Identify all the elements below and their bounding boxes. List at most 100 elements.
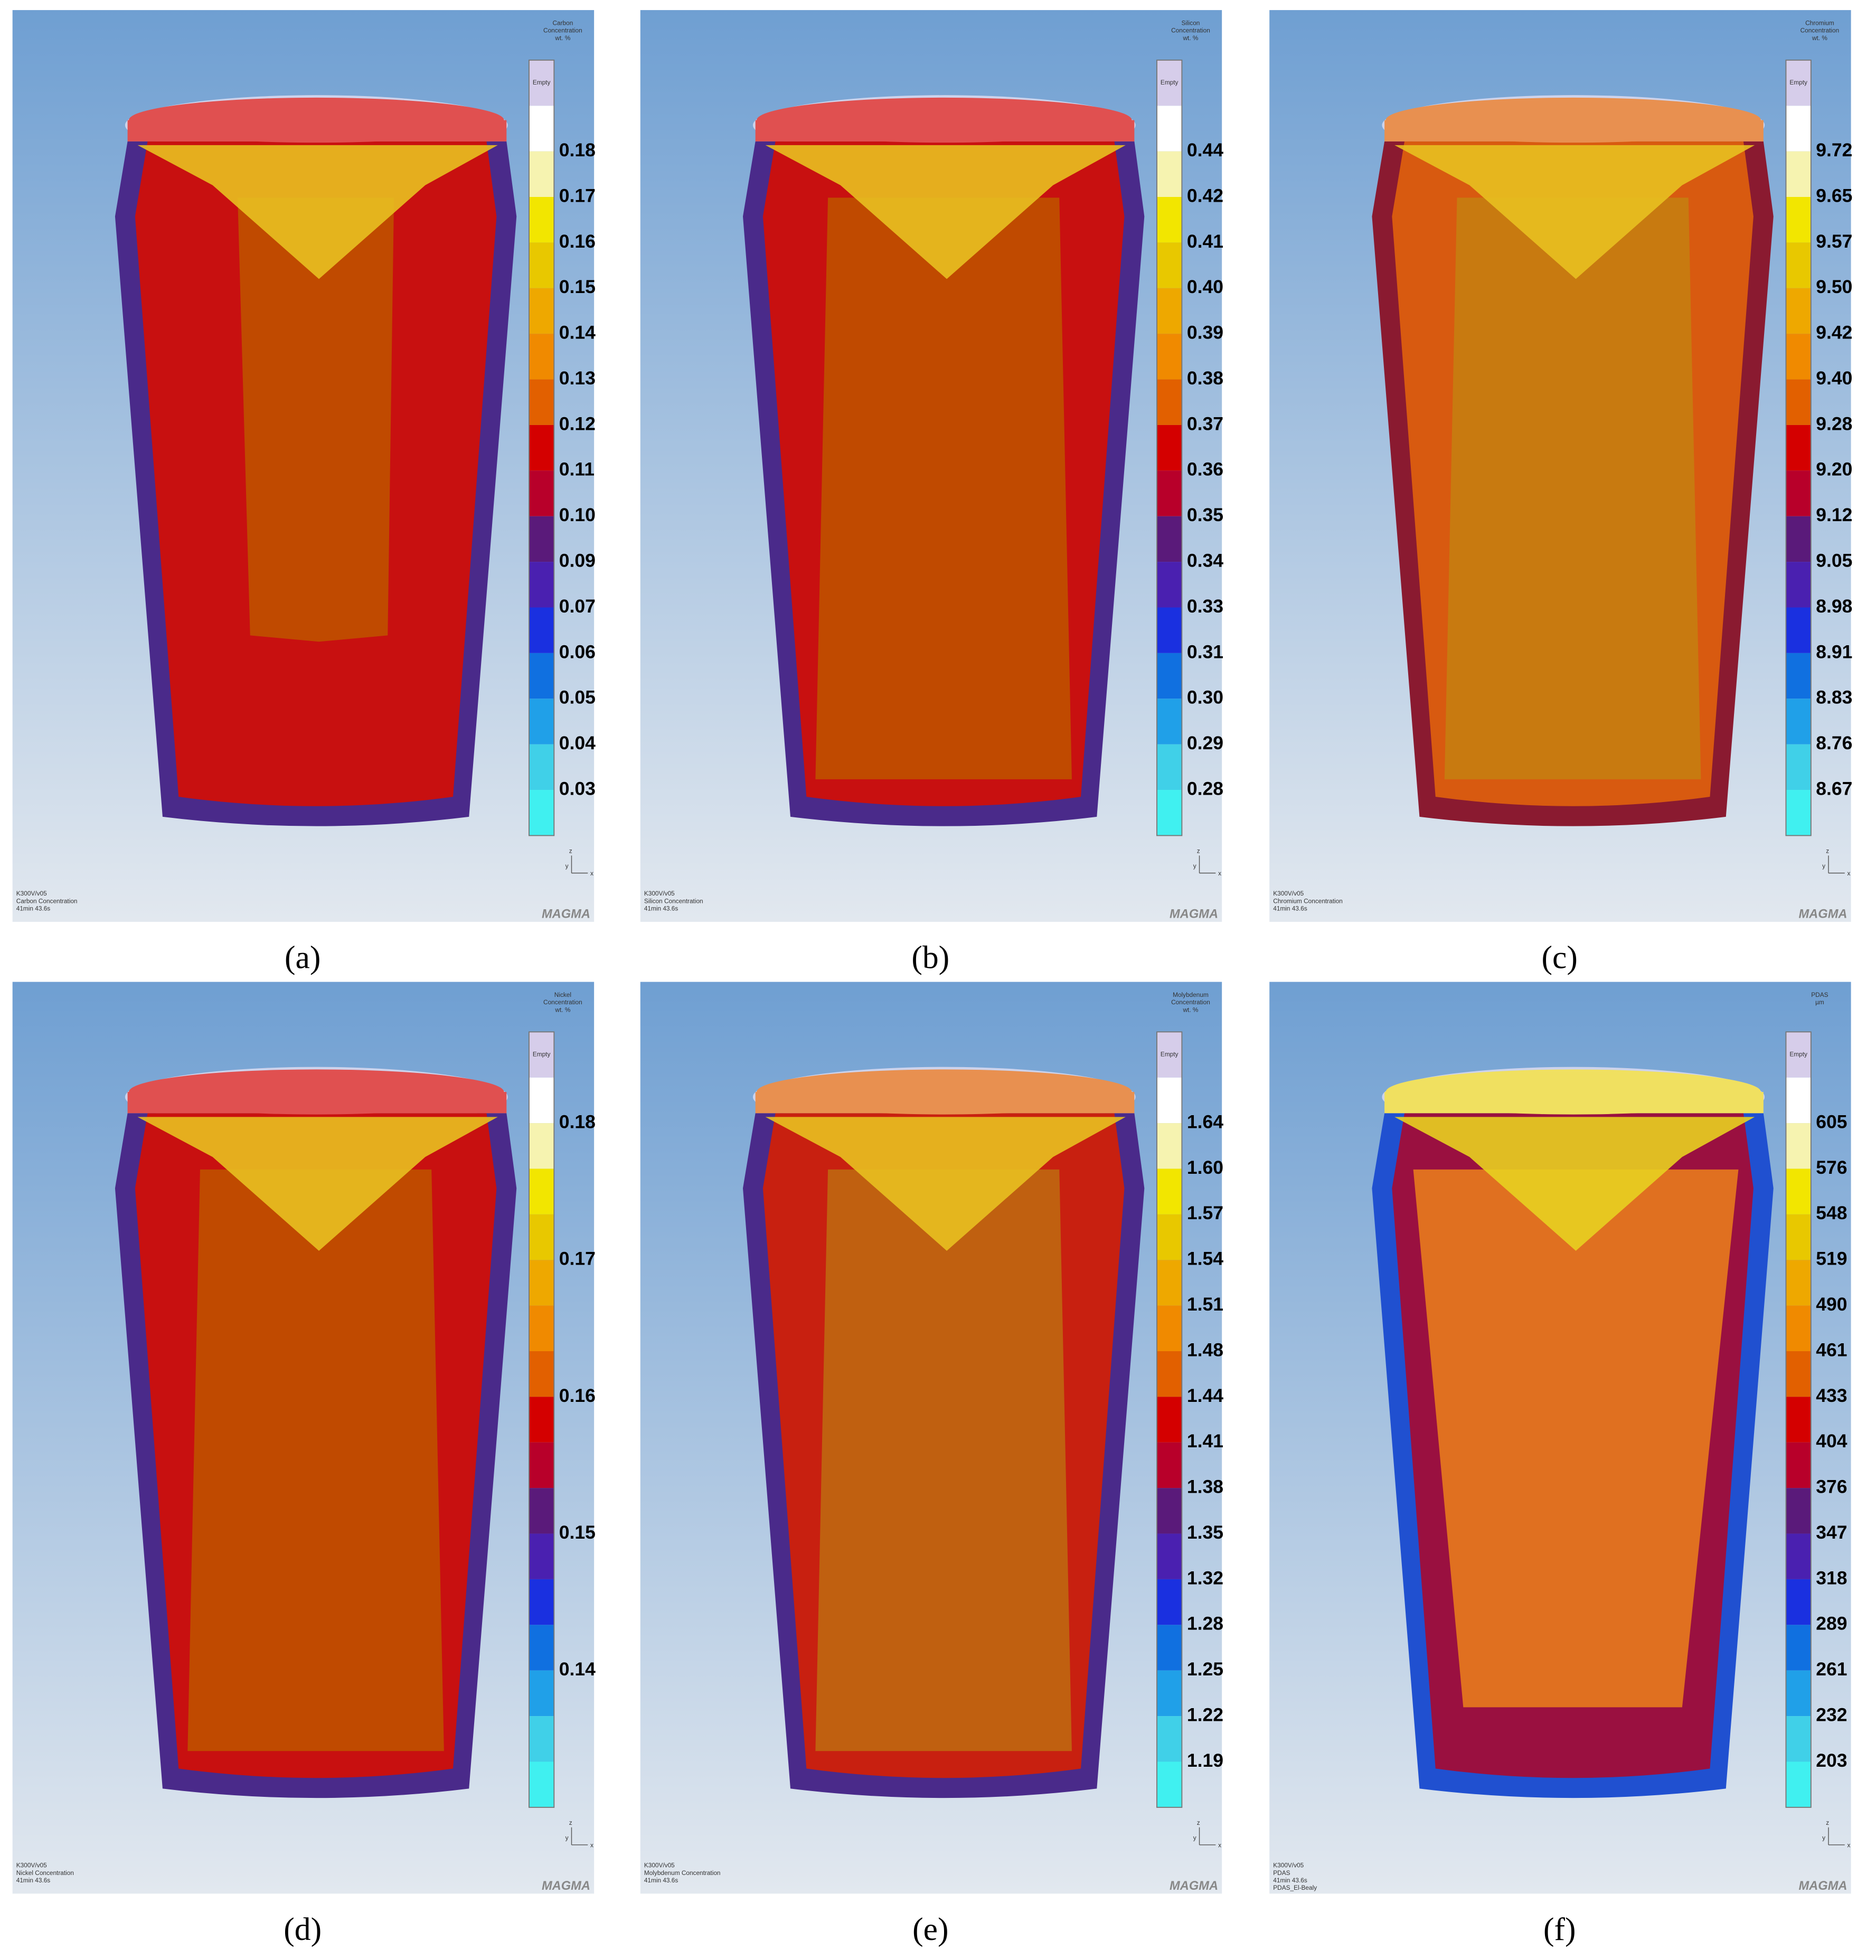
colorbar-label: 1.32 [1187,1567,1223,1588]
colorbar-segment [1786,1077,1811,1124]
legend-title: Nickel [554,991,571,998]
axis-letter: z [1826,1819,1829,1826]
colorbar-segment [529,197,554,243]
colorbar-label: 0.37 [1187,413,1223,434]
colorbar-segment [1157,562,1182,608]
logo: MAGMA [1170,1879,1218,1893]
colorbar-label: 1.19 [1187,1750,1223,1771]
colorbar-segment [529,106,554,152]
colorbar-label: 0.36 [1187,459,1223,480]
colorbar-label: 0.05 [559,687,596,708]
colorbar-label: 0.07 [559,596,596,617]
colorbar-segment [1157,653,1182,699]
legend-title: Concentration [543,27,582,34]
colorbar-label: 1.25 [1187,1659,1223,1680]
caption: (a) [285,939,320,975]
colorbar-label: 8.83 [1816,687,1852,708]
colorbar-segment [1157,1716,1182,1762]
colorbar-segment [1157,1488,1182,1534]
colorbar-label: 9.50 [1816,276,1852,297]
colorbar-label: 0.34 [1187,550,1223,571]
colorbar-segment [1786,106,1811,152]
top-fan [765,145,1126,279]
axis-letter: z [569,847,572,855]
footer-text: K300V/v05 [1273,1862,1304,1869]
colorbar-segment [529,1533,554,1579]
empty-label: Empty [1789,79,1807,86]
colorbar-label: 1.54 [1187,1248,1223,1269]
colorbar-label: 0.33 [1187,596,1223,617]
colorbar-label: 1.44 [1187,1385,1223,1406]
colorbar-segment [1786,699,1811,745]
colorbar-segment [529,1032,554,1078]
axis-letter: y [565,862,569,870]
colorbar-segment [1157,1169,1182,1214]
colorbar-segment [1157,1625,1182,1671]
colorbar-segment [529,562,554,608]
empty-label: Empty [533,79,551,86]
footer-text: 41min 43.6s [16,905,51,912]
colorbar-frame [1785,1031,1812,1808]
colorbar-label: 0.14 [559,1659,596,1680]
inner-zone [238,197,394,642]
colorbar-label: 0.28 [1187,778,1223,799]
colorbar-label: 0.04 [559,732,596,753]
colorbar-segment [529,1625,554,1671]
colorbar-label: 0.15 [559,1522,596,1543]
colorbar-segment [1786,1032,1811,1078]
top-fan [137,1117,498,1251]
colorbar-label: 347 [1816,1522,1847,1543]
colorbar-segment [529,653,554,699]
colorbar-segment [529,425,554,471]
colorbar-label: 318 [1816,1567,1847,1588]
footer-text: K300V/v05 [644,1862,675,1869]
logo: MAGMA [542,1879,590,1893]
axis-letter: x [590,870,593,877]
colorbar-frame [1785,59,1812,836]
colorbar-label: 9.42 [1816,322,1852,343]
footer-text: PDAS [1273,1869,1290,1877]
caption: (f) [1543,1911,1576,1947]
colorbar-segment [529,60,554,106]
colorbar-segment [1786,60,1811,106]
colorbar-label: 0.11 [559,459,595,480]
legend-title: µm [1815,998,1824,1006]
legend-title: Concentration [1800,27,1840,34]
legend-title: wt. % [1183,34,1199,42]
colorbar-segment [1157,334,1182,380]
footer-text: Silicon Concentration [644,897,703,904]
colorbar-segment [1786,197,1811,243]
empty-label: Empty [1789,1051,1807,1058]
colorbar-segment [1157,106,1182,152]
colorbar-segment [1157,1761,1182,1807]
caption: (d) [284,1911,322,1947]
colorbar-segment [529,1260,554,1306]
colorbar-segment [1157,1397,1182,1443]
legend-title: Silicon [1182,20,1200,27]
colorbar-label: 0.17 [559,1248,596,1269]
colorbar-segment [529,288,554,334]
footer-text: Carbon Concentration [16,897,78,904]
colorbar-label: 0.15 [559,276,596,297]
colorbar-label: 1.48 [1187,1339,1223,1360]
colorbar-label: 0.16 [559,1385,596,1406]
colorbar-segment [1786,1533,1811,1579]
colorbar-segment [529,1716,554,1762]
colorbar-label: 0.03 [559,778,596,799]
colorbar-segment [529,1351,554,1397]
axis-letter: z [569,1819,572,1826]
colorbar-label: 0.40 [1187,276,1223,297]
colorbar-label: 9.72 [1816,139,1852,161]
colorbar-segment [529,1579,554,1625]
axis-letter: y [1822,862,1825,870]
colorbar-segment [529,607,554,653]
colorbar-segment [1786,334,1811,380]
colorbar-segment [529,1488,554,1534]
cap-band [1384,1091,1764,1114]
colorbar-frame [1156,59,1183,836]
colorbar-frame [528,59,555,836]
colorbar-segment [1786,425,1811,471]
